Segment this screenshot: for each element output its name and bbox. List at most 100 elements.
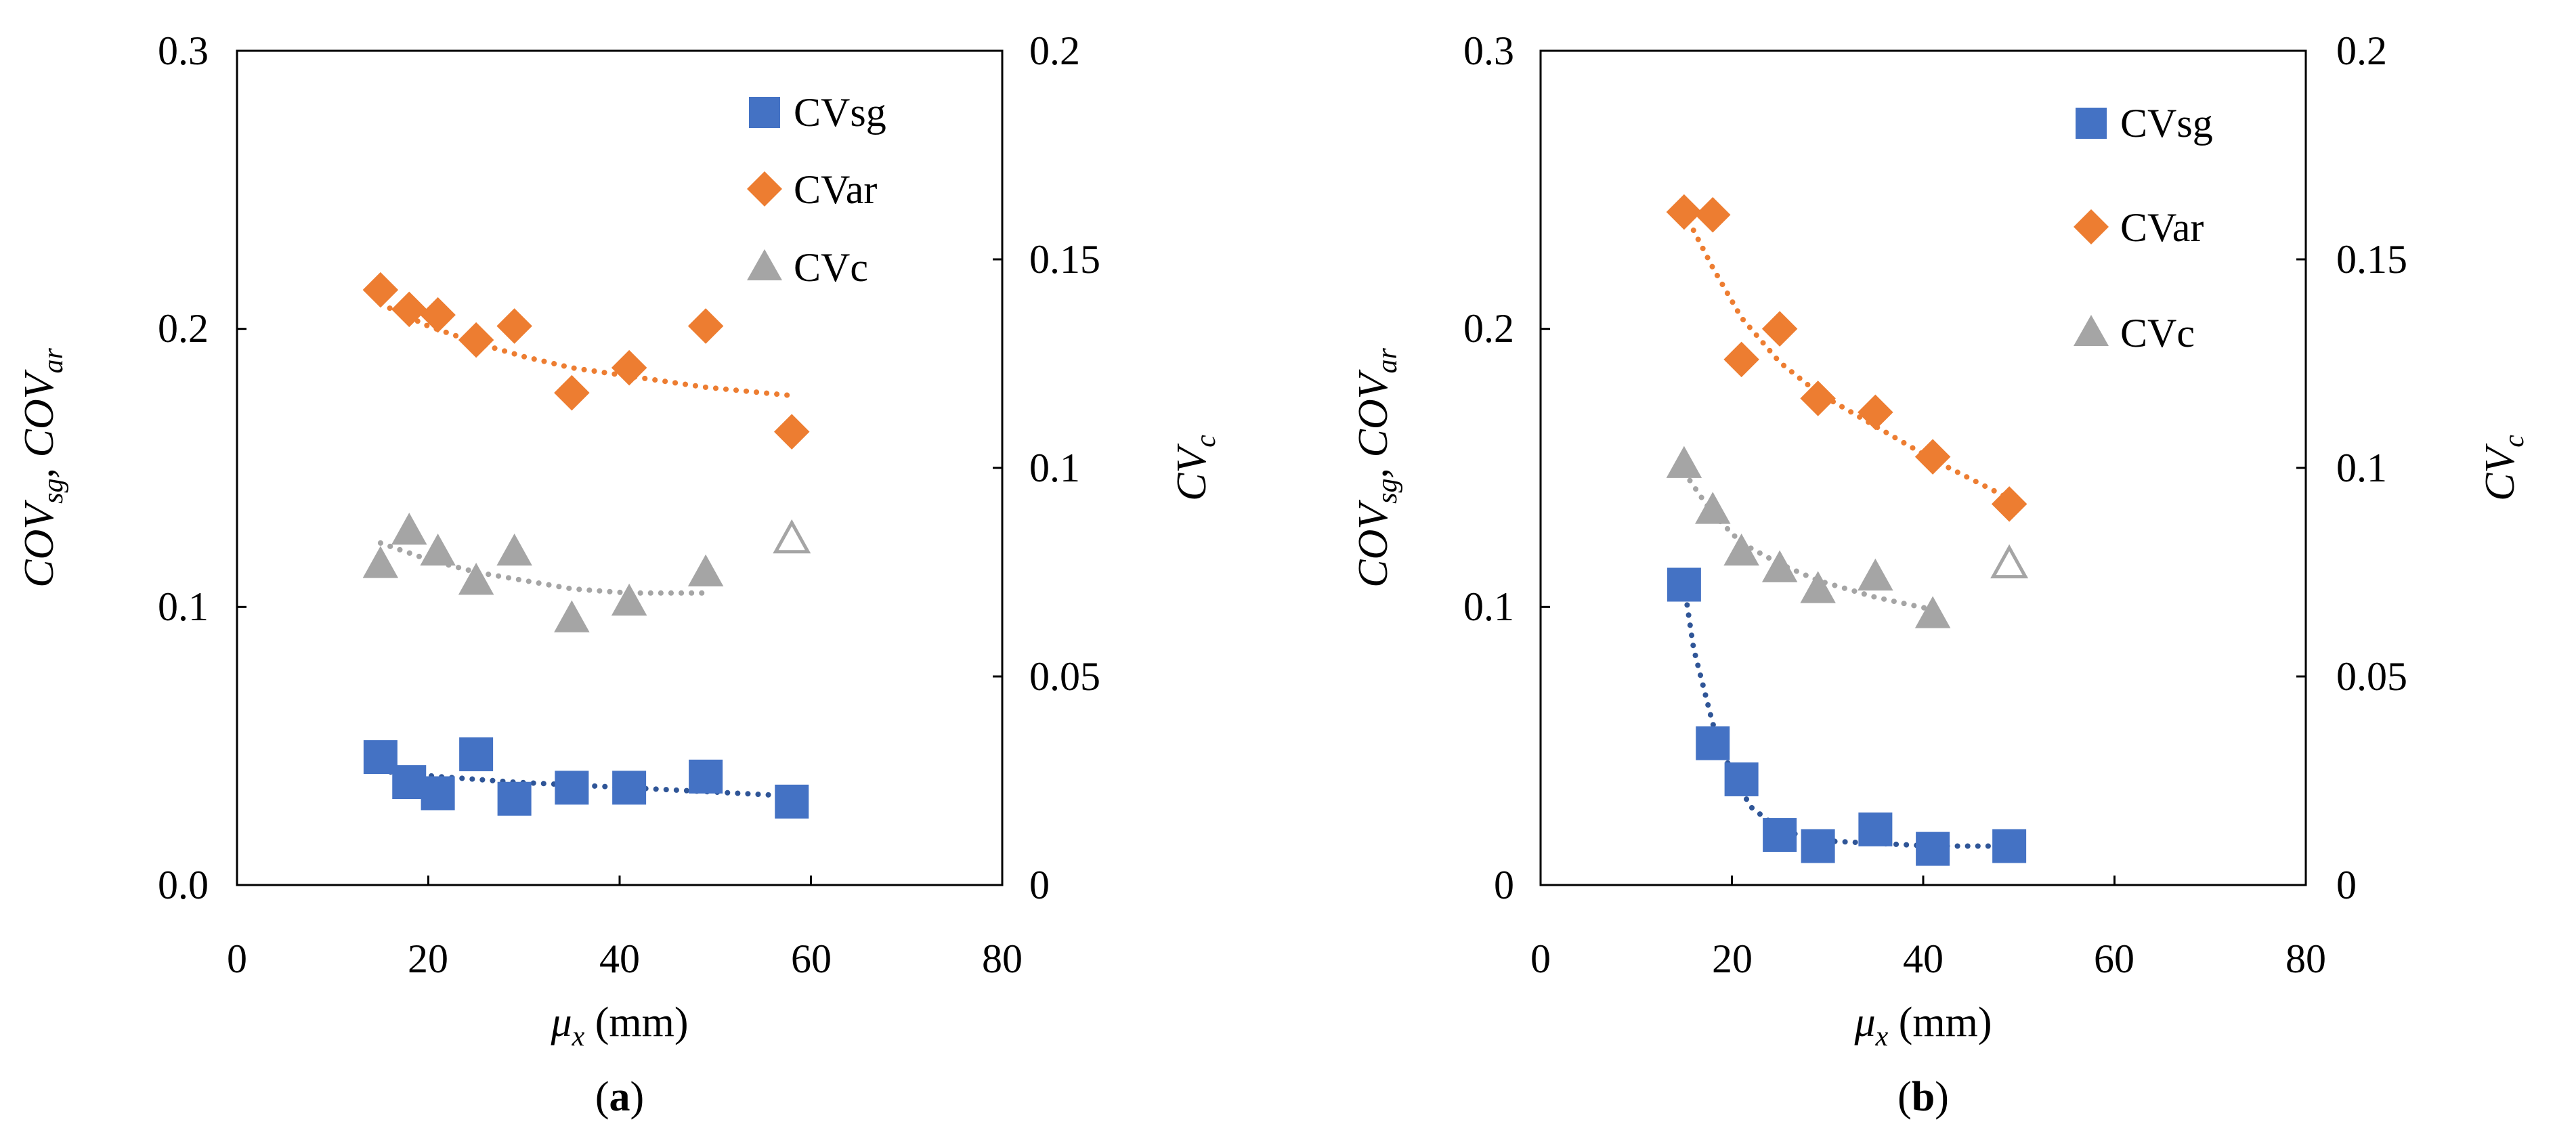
marker-cvc — [420, 533, 456, 566]
x-tick-label: 80 — [2285, 936, 2326, 981]
x-axis-label-sub: x — [1875, 1021, 1889, 1052]
legend-label: CVsg — [794, 90, 886, 135]
y-right-tick-label: 0.2 — [2336, 28, 2387, 73]
marker-cvar — [1695, 197, 1731, 233]
x-tick-label: 40 — [599, 936, 640, 981]
legend-label: CVar — [794, 167, 877, 212]
marker-cvsg — [1858, 812, 1893, 846]
y-right-label-sub: c — [1190, 435, 1222, 448]
y-right-tick-label: 0 — [2336, 863, 2357, 907]
y-left-label-part: ar — [38, 348, 69, 374]
y-right-tick-labels: 0 0.05 0.1 0.15 0.2 — [2336, 28, 2407, 907]
y-right-tick-label: 0.05 — [2336, 654, 2407, 699]
panel-caption: (b) — [1897, 1074, 1949, 1120]
x-tick-label: 80 — [982, 936, 1023, 981]
legend-label: CVar — [2120, 205, 2204, 250]
legend-item-sg: CVsg — [749, 90, 886, 135]
x-axis-label-var: μ — [550, 999, 572, 1045]
marker-cvc — [391, 513, 427, 545]
y-left-tick-labels: 0.0 0.1 0.2 0.3 — [158, 28, 209, 907]
y-right-label-main: CV — [2477, 444, 2523, 501]
marker-cvc — [611, 583, 647, 616]
legend-marker-diamond — [747, 171, 782, 207]
x-axis-label-sub: x — [572, 1021, 585, 1052]
legend-label: CVc — [2120, 311, 2195, 355]
marker-cvsg — [555, 771, 589, 805]
legend-item-ar: CVar — [747, 167, 877, 212]
y-left-label-part: sg — [1372, 479, 1403, 504]
x-axis-label-var: μ — [1853, 999, 1875, 1045]
marker-cvar — [496, 308, 532, 344]
legend-marker-square — [2076, 108, 2107, 139]
y-left-tick-label: 0 — [1494, 863, 1514, 907]
y-left-label-part: COV — [1350, 369, 1396, 457]
legend: CVsg CVar CVc — [747, 90, 886, 290]
marker-cvc — [1723, 533, 1759, 566]
y-left-label-part: , — [1350, 458, 1396, 479]
x-tick-labels: 0 20 40 60 80 — [1530, 936, 2326, 981]
marker-cvsg — [421, 776, 455, 811]
panel-caption: (a) — [595, 1074, 644, 1120]
chart-marks — [1539, 49, 2307, 886]
marker-cvsg — [459, 737, 494, 771]
caption-close: ) — [630, 1074, 645, 1120]
x-tick-label: 40 — [1903, 936, 1944, 981]
marker-cvar — [420, 297, 456, 333]
legend-item-ar: CVar — [2074, 205, 2204, 250]
y-left-label-part: COV — [16, 500, 62, 588]
marker-cvc — [1695, 492, 1731, 524]
marker-cvsg — [1992, 829, 2027, 863]
marker-cvsg — [775, 784, 809, 819]
marker-cvsg — [497, 781, 532, 816]
marker-cvc — [362, 546, 399, 578]
marker-cvc — [1666, 446, 1702, 478]
marker-cvar — [362, 272, 399, 308]
legend-marker-triangle — [2074, 315, 2109, 346]
y-right-tick-labels: 0 0.05 0.1 0.15 0.2 — [1029, 28, 1100, 907]
marker-cvsg — [612, 771, 647, 805]
marker-cvar — [611, 349, 647, 386]
y-left-tick-label: 0.2 — [158, 306, 209, 351]
y-left-tick-label: 0.0 — [158, 863, 209, 907]
marker-cvsg — [1763, 818, 1797, 853]
marker-cvc — [458, 563, 494, 595]
caption-open: ( — [595, 1074, 609, 1120]
y-left-axis-label: COVsg, COVar — [16, 348, 69, 588]
marker-cvc — [1914, 596, 1951, 628]
y-right-tick-label: 0.15 — [1029, 237, 1100, 282]
marker-cvsg — [1916, 832, 1950, 866]
x-axis-label-unit: (mm) — [584, 999, 688, 1045]
y-right-axis-label: CVc — [1169, 435, 1222, 501]
legend: CVsg CVar CVc — [2074, 101, 2213, 355]
x-tick-label: 20 — [408, 936, 448, 981]
y-left-tick-label: 0.3 — [1463, 28, 1514, 73]
marker-cvsg — [689, 759, 723, 794]
marker-cvsg — [1667, 567, 1701, 602]
marker-cvar — [1914, 439, 1951, 475]
marker-cvsg — [363, 740, 398, 775]
y-left-tick-label: 0.1 — [158, 584, 209, 629]
marker-cvsg — [1801, 829, 1835, 863]
legend-label: CVc — [794, 245, 868, 290]
marker-cvc — [1800, 571, 1836, 603]
caption-open: ( — [1897, 1074, 1912, 1120]
panel-b: CVsg CVar CVc 0 0.1 0.2 0.3 0 0.05 0.1 0… — [1350, 28, 2530, 1120]
marker-cvar — [1800, 381, 1836, 416]
marker-cvc — [554, 600, 590, 632]
plot-frame — [236, 49, 1004, 886]
y-left-tick-label: 0.1 — [1463, 584, 1514, 629]
y-right-label-sub: c — [2499, 435, 2530, 448]
marker-cvar — [687, 308, 724, 344]
x-tick-label: 20 — [1712, 936, 1753, 981]
marker-cvar — [1666, 194, 1702, 230]
legend-marker-triangle — [747, 249, 782, 280]
y-left-label-part: COV — [16, 369, 62, 457]
x-tick-label: 60 — [791, 936, 832, 981]
y-left-label-part: , — [16, 458, 62, 479]
x-axis-label: μx (mm) — [1853, 999, 1992, 1052]
marker-cvar — [774, 414, 810, 450]
marker-cvar — [1858, 394, 1893, 431]
y-left-label-part: sg — [38, 479, 69, 504]
y-right-tick-label: 0.15 — [2336, 237, 2407, 282]
